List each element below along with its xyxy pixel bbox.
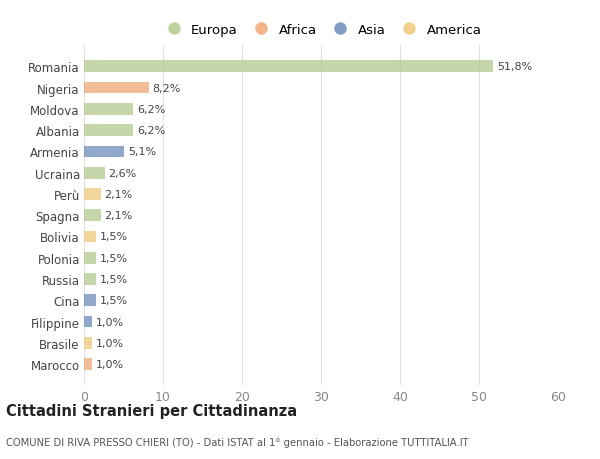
Bar <box>84 210 101 222</box>
Bar <box>84 274 96 285</box>
Bar <box>84 252 96 264</box>
Text: 51,8%: 51,8% <box>497 62 532 72</box>
Text: 1,5%: 1,5% <box>100 232 128 242</box>
Text: 1,0%: 1,0% <box>96 338 124 348</box>
Text: 1,0%: 1,0% <box>96 359 124 369</box>
Bar <box>84 231 96 243</box>
Bar <box>84 104 133 116</box>
Text: 5,1%: 5,1% <box>128 147 157 157</box>
Bar <box>84 295 96 307</box>
Bar <box>84 168 104 179</box>
Text: 1,5%: 1,5% <box>100 253 128 263</box>
Bar <box>84 62 493 73</box>
Text: 6,2%: 6,2% <box>137 105 165 115</box>
Text: COMUNE DI RIVA PRESSO CHIERI (TO) - Dati ISTAT al 1° gennaio - Elaborazione TUTT: COMUNE DI RIVA PRESSO CHIERI (TO) - Dati… <box>6 437 469 447</box>
Bar <box>84 316 92 328</box>
Legend: Europa, Africa, Asia, America: Europa, Africa, Asia, America <box>155 18 487 42</box>
Bar <box>84 146 124 158</box>
Text: 2,6%: 2,6% <box>109 168 137 178</box>
Text: Cittadini Stranieri per Cittadinanza: Cittadini Stranieri per Cittadinanza <box>6 403 297 419</box>
Text: 2,1%: 2,1% <box>104 211 133 221</box>
Text: 1,5%: 1,5% <box>100 274 128 285</box>
Text: 1,5%: 1,5% <box>100 296 128 306</box>
Text: 6,2%: 6,2% <box>137 126 165 136</box>
Text: 1,0%: 1,0% <box>96 317 124 327</box>
Bar <box>84 358 92 370</box>
Text: 2,1%: 2,1% <box>104 190 133 200</box>
Bar <box>84 125 133 137</box>
Text: 8,2%: 8,2% <box>153 84 181 93</box>
Bar <box>84 189 101 200</box>
Bar <box>84 83 149 94</box>
Bar <box>84 337 92 349</box>
